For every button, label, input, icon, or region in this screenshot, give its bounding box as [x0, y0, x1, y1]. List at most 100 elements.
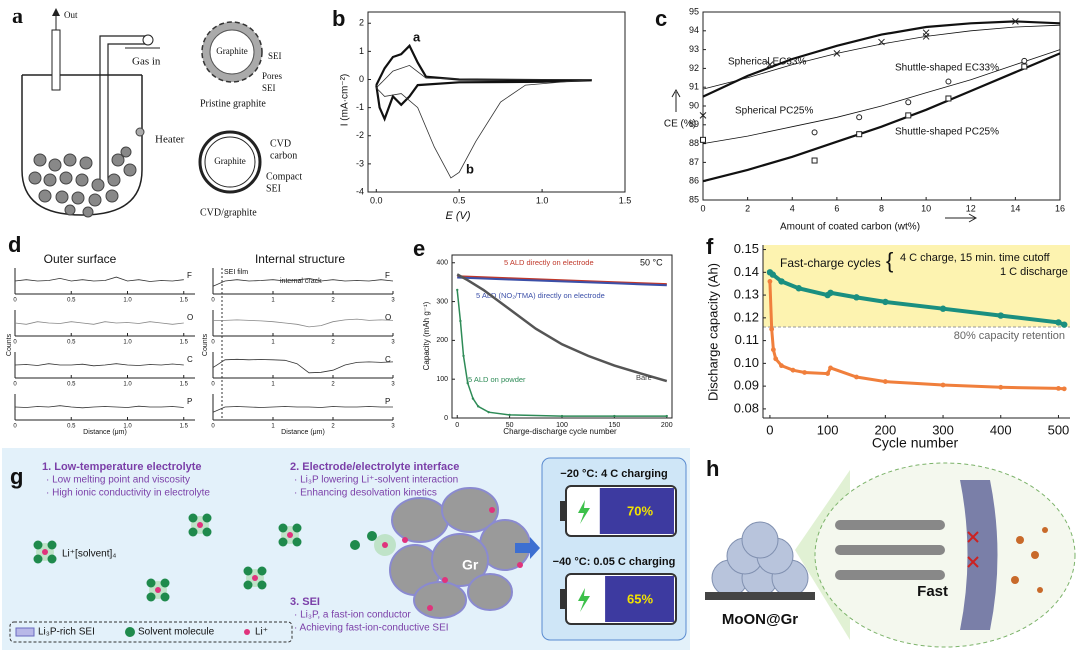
text: Graphite: [216, 46, 248, 56]
annotation: b: [466, 161, 474, 176]
marker: [1012, 18, 1019, 25]
x-tick-label: 8: [879, 203, 884, 213]
point: [508, 413, 511, 417]
frame: [367, 11, 626, 193]
point: [769, 326, 775, 332]
x-tick-label: 1: [271, 340, 275, 346]
panel-d: d Outer surface Internal structure Dista…: [6, 232, 346, 436]
x-tick-label: 12: [966, 203, 976, 213]
point: [770, 347, 776, 353]
panel-label: e: [413, 236, 425, 261]
annotation: internal crack: [280, 278, 322, 285]
series-line: [212, 358, 394, 374]
outlet-tube: [51, 29, 61, 91]
panel-label: d: [8, 232, 21, 257]
y-tick-label: 86: [689, 176, 699, 186]
batteries: −20 °C: 4 C charging 70% −40 °C: 0.05 C ch…: [553, 468, 677, 625]
arrow-head: [52, 8, 60, 16]
series-line: [213, 318, 394, 328]
crosses: [967, 531, 979, 568]
point: [998, 384, 1004, 390]
panel-h: h MoON@Gr Fast: [705, 456, 1076, 648]
panel-label: g: [10, 464, 23, 489]
y-axis-label: Discharge capacity (Ah): [705, 263, 720, 401]
series-label: Bare: [636, 373, 652, 382]
x-tick-label: 0.0: [370, 195, 383, 205]
series-label: Spherical PC25%: [735, 106, 813, 117]
x-tick-label: 1.5: [180, 340, 189, 346]
y-tick-label: -3: [356, 158, 364, 168]
series-line: [457, 275, 667, 286]
series-line: [702, 49, 1061, 144]
x-tick-label: 0: [13, 298, 17, 304]
battery-title: −20 °C: 4 C charging: [560, 468, 667, 480]
y-tick-label: 0.08: [734, 400, 759, 415]
x-tick-label: 0.5: [453, 195, 466, 205]
x-tick-label: 2: [331, 298, 335, 304]
marker: [905, 99, 912, 106]
x-tick-label: 0.5: [67, 424, 76, 430]
battery-cap: [560, 589, 566, 609]
column-title: Outer surface: [44, 252, 117, 266]
point: [665, 414, 668, 418]
point: [560, 414, 564, 418]
marker: [766, 61, 774, 68]
x-tick-label: 3: [391, 298, 395, 304]
series-label: Spherical EC33%: [728, 57, 806, 68]
battery-label: 70%: [627, 503, 653, 518]
x-tick-label: 1.5: [619, 195, 632, 205]
layers: [835, 520, 945, 580]
series-label: 5 ALD on powder: [468, 375, 526, 384]
text: Gas in: [132, 56, 161, 68]
element-label: C: [187, 355, 193, 364]
element-label: O: [385, 313, 391, 322]
bullet: · Achieving fast-ion-conductive SEI: [294, 623, 449, 634]
annotation: {: [886, 248, 893, 273]
x-tick-label: 0: [211, 340, 215, 346]
caption: Pristine graphite: [200, 98, 266, 109]
bolt: [578, 588, 590, 612]
panel-label: b: [332, 6, 345, 31]
legend-swatch: [15, 627, 35, 637]
bullet: · Enhancing desolvation kinetics: [294, 488, 437, 499]
caption: CVD/graphite: [200, 207, 257, 218]
battery-label: 65%: [627, 591, 653, 606]
legend-box: [9, 621, 293, 643]
panel-label: c: [655, 6, 667, 31]
y-tick-label: 90: [689, 100, 699, 110]
graphite-particle: [389, 487, 531, 619]
molecules: [1011, 527, 1048, 593]
marker: [700, 136, 706, 143]
series-line: [702, 52, 1061, 183]
y-tick-label: 300: [436, 298, 448, 305]
point: [827, 289, 834, 297]
point: [882, 298, 889, 306]
battery-fill: [599, 488, 674, 534]
battery-cap: [560, 501, 566, 521]
annotation: 4 C charge, 15 min. time cutoff: [900, 252, 1051, 264]
vessel: [21, 75, 143, 216]
element-label: C: [385, 355, 391, 364]
x-tick-label: 1.5: [180, 424, 189, 430]
bullet: · Li₃P lowering Li⁺-solvent interaction: [294, 475, 458, 486]
spheres: [711, 521, 809, 597]
series-line: [457, 276, 667, 287]
text-block: 1. Low-temperature electrolyte · Low melt…: [42, 461, 459, 634]
x-tick-label: 1.0: [123, 424, 132, 430]
x-tick-label: 1.5: [180, 382, 189, 388]
text: Out: [64, 10, 78, 20]
series-line: [456, 289, 667, 417]
x-tick-label: 0.5: [67, 340, 76, 346]
series-line: [702, 24, 1061, 90]
panel-label: h: [706, 456, 719, 481]
point: [769, 271, 777, 278]
series-label: 5 ALD directly on electrode: [504, 258, 594, 267]
x-axis-label: Distance (μm): [281, 429, 325, 436]
battery-title: −40 °C: 0.05 C charging: [553, 556, 676, 568]
marker: [905, 112, 912, 119]
zoom-ellipse: [814, 462, 1076, 648]
x-tick-label: 100: [817, 422, 839, 437]
point: [1061, 321, 1068, 328]
y-tick-label: 0.13: [734, 287, 759, 302]
annotation: Fast-charge cycles: [780, 256, 881, 270]
